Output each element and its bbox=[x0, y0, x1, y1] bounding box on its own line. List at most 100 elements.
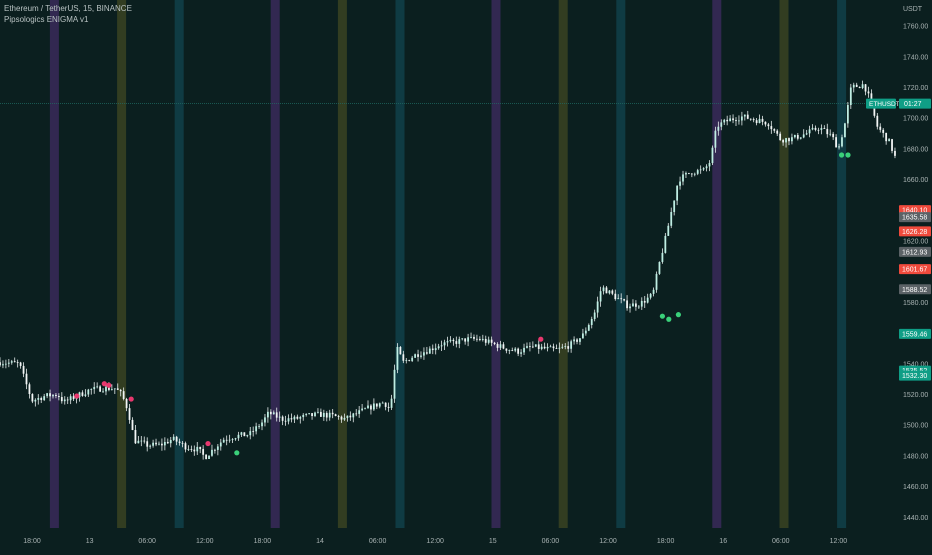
candle-body-227 bbox=[667, 225, 670, 236]
candle-body-223 bbox=[655, 273, 658, 290]
candle-body-217 bbox=[637, 306, 640, 308]
candle-body-175 bbox=[514, 348, 517, 351]
candle-body-41 bbox=[119, 389, 122, 392]
candle-body-93 bbox=[272, 412, 275, 415]
candle-body-191 bbox=[561, 346, 564, 348]
candle-body-86 bbox=[252, 431, 255, 432]
candle-body-209 bbox=[614, 293, 617, 300]
candle-body-290 bbox=[852, 84, 855, 88]
candle-body-211 bbox=[620, 298, 623, 300]
candle-body-103 bbox=[302, 414, 305, 418]
candle-body-36 bbox=[105, 386, 107, 392]
candle-body-186 bbox=[546, 346, 549, 349]
candle-body-126 bbox=[370, 405, 372, 410]
candle-body-77 bbox=[225, 439, 228, 441]
candle-body-133 bbox=[390, 398, 393, 408]
candle-body-219 bbox=[643, 300, 646, 303]
session-band-10 bbox=[779, 0, 789, 528]
signal-dot-5 bbox=[234, 450, 240, 456]
candle-body-14 bbox=[40, 397, 43, 400]
candle-body-82 bbox=[240, 432, 243, 435]
candle-body-239 bbox=[702, 168, 705, 170]
candle-body-69 bbox=[202, 449, 205, 455]
candle-body-58 bbox=[169, 439, 172, 444]
candle-body-160 bbox=[470, 336, 472, 338]
candle-body-189 bbox=[555, 348, 558, 349]
candle-body-267 bbox=[785, 138, 787, 143]
candle-body-270 bbox=[793, 134, 796, 138]
candle-body-92 bbox=[269, 411, 272, 415]
x-tick-1: 13 bbox=[86, 538, 94, 545]
candle-body-130 bbox=[381, 402, 384, 404]
candle-body-60 bbox=[175, 436, 178, 442]
y-tick-13: 1700.00 bbox=[903, 116, 928, 123]
candle-body-287 bbox=[844, 123, 846, 138]
candle-body-68 bbox=[199, 446, 202, 450]
session-band-3 bbox=[270, 0, 280, 528]
candle-body-117 bbox=[343, 417, 346, 420]
session-band-7 bbox=[558, 0, 568, 528]
candle-body-112 bbox=[328, 412, 331, 418]
candle-body-304 bbox=[894, 150, 896, 156]
signal-dot-6 bbox=[538, 336, 544, 342]
candle-body-281 bbox=[826, 128, 829, 135]
candle-body-301 bbox=[885, 132, 888, 142]
candle-body-72 bbox=[211, 449, 213, 456]
candle-body-7 bbox=[19, 362, 22, 366]
session-band-2 bbox=[174, 0, 184, 528]
candle-body-204 bbox=[599, 291, 602, 302]
candle-body-49 bbox=[143, 440, 146, 442]
x-tick-14: 12:00 bbox=[830, 538, 848, 545]
candle-body-165 bbox=[484, 338, 487, 343]
candle-body-275 bbox=[808, 129, 811, 134]
candle-body-84 bbox=[246, 435, 249, 437]
candle-body-5 bbox=[13, 361, 16, 363]
y-tick-0: 1440.00 bbox=[903, 515, 928, 522]
candle-body-101 bbox=[296, 416, 299, 419]
x-tick-6: 06:00 bbox=[369, 538, 387, 545]
candle-body-110 bbox=[322, 412, 325, 417]
candle-body-258 bbox=[758, 118, 761, 124]
candle-body-243 bbox=[714, 130, 717, 148]
candle-body-201 bbox=[590, 319, 593, 325]
candle-body-33 bbox=[96, 386, 99, 388]
price-tag-4: 1601.67 bbox=[902, 267, 927, 274]
candle-body-139 bbox=[408, 360, 411, 361]
candle-body-21 bbox=[60, 397, 63, 402]
symbol-title[interactable]: Ethereum / TetherUS, 15, BINANCE bbox=[4, 4, 132, 13]
candle-body-2 bbox=[4, 363, 7, 365]
candle-body-278 bbox=[817, 129, 820, 131]
candle-body-151 bbox=[443, 342, 446, 346]
y-tick-14: 1720.00 bbox=[903, 85, 928, 92]
candle-body-40 bbox=[116, 388, 119, 390]
candle-body-79 bbox=[231, 439, 234, 441]
price-tag-0: 1640.10 bbox=[902, 208, 927, 215]
signal-dot-11 bbox=[845, 152, 851, 158]
candle-body-37 bbox=[108, 386, 110, 390]
candle-body-78 bbox=[228, 439, 231, 441]
candle-body-43 bbox=[125, 398, 128, 409]
session-band-11 bbox=[837, 0, 847, 528]
last-countdown-tag-bg bbox=[899, 98, 931, 109]
indicator-name[interactable]: Pipsologics ENIGMA v1 bbox=[4, 15, 89, 24]
candle-body-66 bbox=[193, 449, 196, 452]
candle-body-236 bbox=[693, 173, 696, 175]
candle-body-124 bbox=[364, 408, 366, 410]
candle-body-55 bbox=[161, 443, 163, 446]
y-tick-2: 1480.00 bbox=[903, 453, 928, 460]
candle-body-121 bbox=[355, 413, 358, 415]
candle-body-297 bbox=[873, 102, 876, 116]
candle-body-132 bbox=[387, 406, 390, 408]
candle-body-129 bbox=[378, 403, 381, 407]
candles bbox=[0, 80, 896, 460]
x-tick-9: 06:00 bbox=[542, 538, 560, 545]
price-axis: USDT 1440.00 1460.00 1480.00 1500.00 1520.00 1… bbox=[903, 6, 928, 522]
candle-body-264 bbox=[776, 130, 779, 134]
candle-body-255 bbox=[749, 118, 752, 120]
candle-body-171 bbox=[502, 344, 505, 349]
candle-body-56 bbox=[163, 441, 166, 446]
candle-body-166 bbox=[487, 339, 490, 343]
candle-body-53 bbox=[155, 442, 157, 445]
